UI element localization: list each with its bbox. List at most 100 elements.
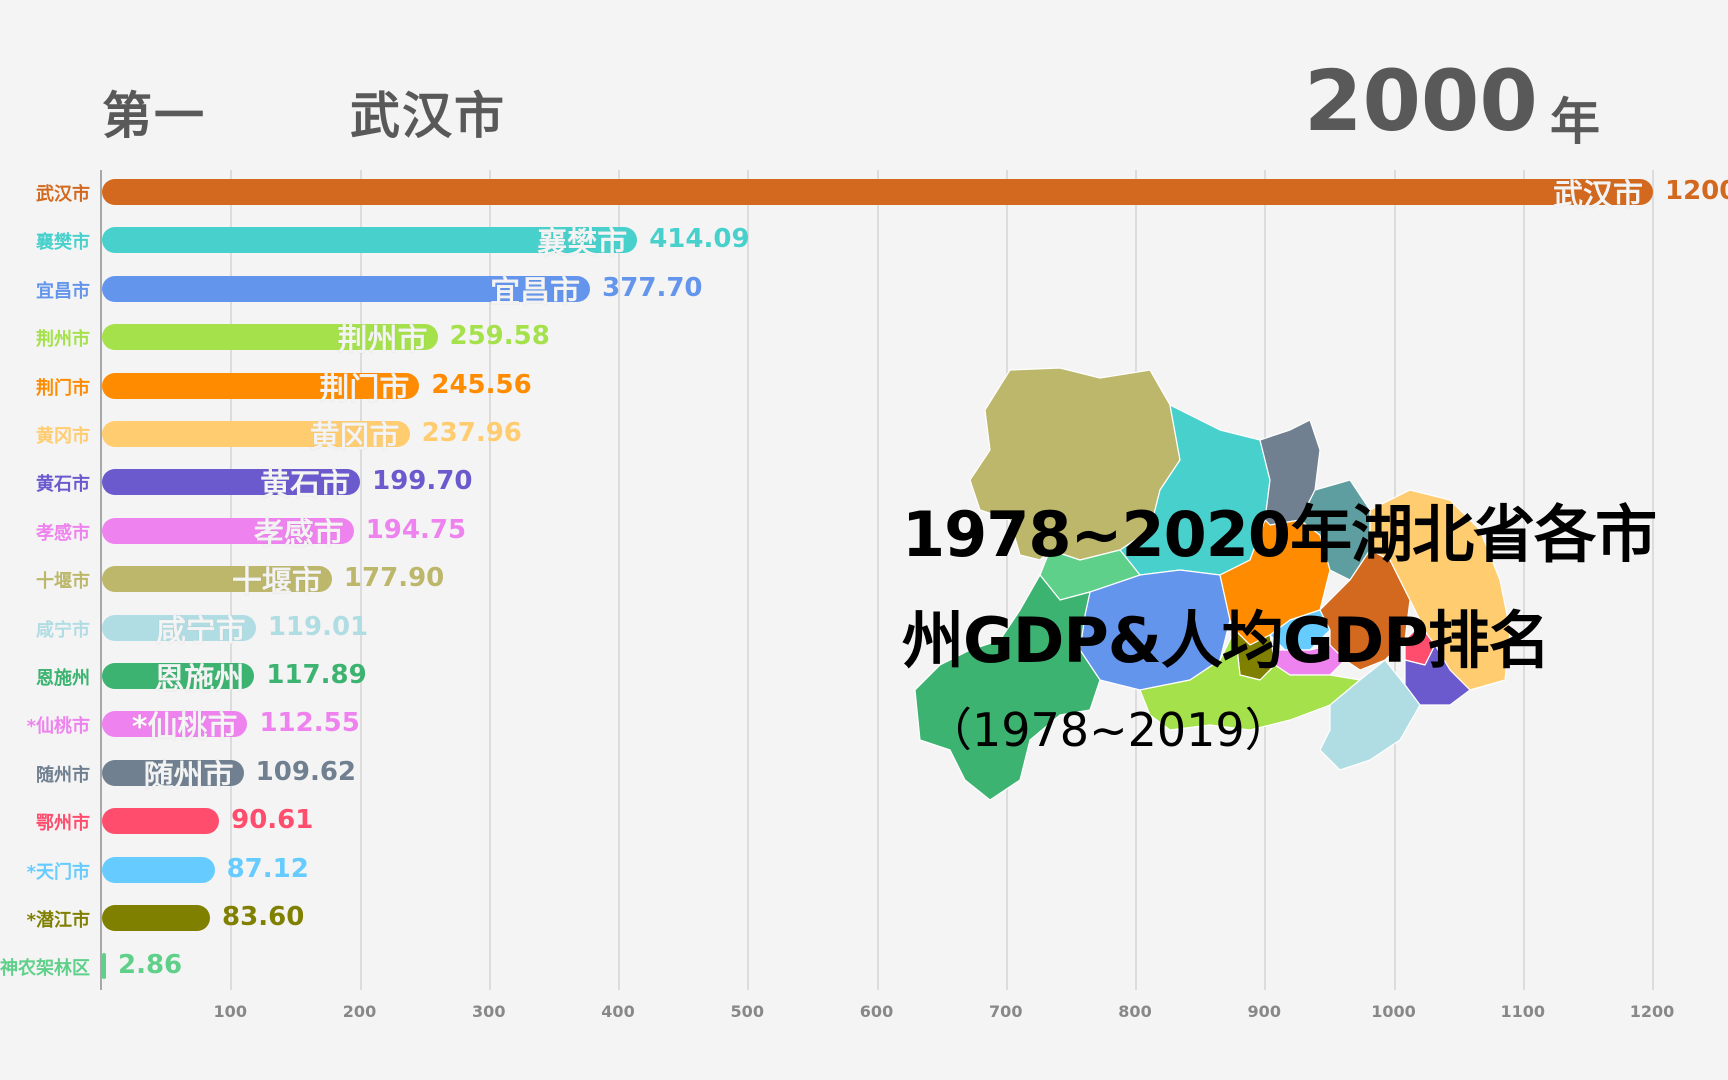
bar-row: 荆州市 荆州市 259.58 [0, 321, 1728, 359]
bar-value: 199.70 [372, 466, 473, 497]
bar-inner-label: 恩施州 [154, 662, 245, 698]
x-tick-label: 100 [213, 1002, 247, 1021]
bar-inner-label: *仙桃市 [131, 710, 238, 746]
gridline [359, 170, 362, 990]
bar [102, 905, 211, 931]
row-label: 荆门市 [36, 377, 90, 399]
bar-inner-label: 黄石市 [260, 468, 351, 504]
leader-name: 武汉市 [350, 87, 506, 145]
bar: 武汉市 [102, 178, 1653, 214]
bar-value: 177.90 [343, 563, 445, 594]
bar-inner-label: 宜昌市 [490, 274, 581, 310]
bar-value: 87.12 [226, 853, 309, 884]
bar: 荆州市 [102, 323, 438, 359]
row-label: 黄冈市 [36, 426, 90, 447]
bar-inner-label: 荆州市 [337, 323, 428, 359]
bar-value: 194.75 [365, 514, 467, 545]
gridline [618, 170, 620, 990]
bar [102, 856, 215, 883]
bar: 十堰市 [102, 565, 332, 601]
bar: 宜昌市 [102, 274, 591, 310]
gridline [1652, 170, 1654, 990]
x-tick-label: 1200 [1629, 1002, 1675, 1021]
bar-inner-label: 随州市 [143, 758, 234, 794]
row-label: 神农架林区 [0, 958, 90, 980]
x-tick-label: 900 [1247, 1002, 1281, 1021]
year-unit: 年 [1550, 93, 1600, 151]
row-label: 孝感市 [36, 522, 90, 544]
bar: 襄樊市 [102, 226, 638, 262]
bar-row: 恩施州 恩施州 117.89 [0, 660, 1728, 698]
rank-label: 第一 [102, 87, 206, 145]
bar-inner-label: 孝感市 [253, 516, 344, 552]
bar: 黄石市 [102, 468, 361, 504]
bar-value: 1200. [1665, 176, 1728, 206]
bar-value: 117.89 [266, 660, 367, 690]
hubei-map [914, 367, 1511, 801]
bar: 孝感市 [102, 516, 354, 552]
x-tick-label: 300 [472, 1002, 506, 1021]
row-label: 十堰市 [36, 571, 90, 593]
row-label: 武汉市 [36, 184, 90, 205]
map-region-jingzhou [1139, 629, 1361, 731]
bar-value: 109.62 [255, 756, 357, 787]
bar-row: 孝感市 孝感市 194.75 [0, 514, 1728, 553]
bar-row: 宜昌市 宜昌市 377.70 [0, 272, 1728, 311]
x-tick-label: 600 [859, 1002, 894, 1021]
bar-row: *天门市 87.12 [0, 853, 1728, 884]
bar-row: 黄石市 黄石市 199.70 [0, 466, 1728, 504]
bar: 随州市 [102, 758, 244, 794]
bar-row: 荆门市 荆门市 245.56 [0, 369, 1728, 408]
bar-value: 377.70 [602, 272, 703, 303]
bar-inner-label: 武汉市 [1553, 178, 1644, 214]
map-region-huanggang [1369, 489, 1511, 691]
bar-row: 咸宁市 咸宁市 119.01 [0, 611, 1728, 650]
bar-value: 237.96 [421, 418, 522, 448]
x-tick-label: 500 [730, 1002, 764, 1021]
gridline [488, 170, 491, 990]
year-value: 2000 [1304, 52, 1538, 150]
x-tick-label: 400 [601, 1002, 635, 1021]
x-tick-label: 1100 [1500, 1002, 1546, 1021]
overlay-subtitle: （1978~2019） [926, 703, 1291, 757]
bar: 恩施州 [102, 662, 255, 698]
bar: 荆门市 [102, 371, 420, 407]
row-label: *潜江市 [26, 910, 90, 931]
bar: 咸宁市 [102, 613, 256, 649]
bar-row: *潜江市 83.60 [0, 902, 1728, 932]
x-tick-label: 200 [342, 1002, 377, 1021]
overlay-title-line2: 州GDP&人均GDP排名 [902, 604, 1551, 677]
bar-value: 245.56 [431, 369, 532, 400]
map-region-xianning [1319, 659, 1421, 771]
bar-value: 83.60 [222, 902, 305, 932]
bar [102, 808, 220, 835]
row-label: *天门市 [26, 861, 90, 883]
row-label: 襄樊市 [36, 232, 90, 254]
bar-value: 259.58 [449, 321, 550, 352]
bar-row: *仙桃市 *仙桃市 112.55 [0, 708, 1728, 746]
bar-row: 黄冈市 黄冈市 237.96 [0, 418, 1728, 456]
row-label: 随州市 [36, 764, 90, 786]
gridline [1522, 170, 1525, 990]
bar-inner-label: 襄樊市 [537, 226, 628, 262]
bar-value: 112.55 [259, 708, 360, 739]
bar [102, 953, 106, 980]
bar-row: 襄樊市 襄樊市 414.09 [0, 224, 1728, 262]
x-tick-label: 1000 [1371, 1002, 1416, 1021]
bar-row: 鄂州市 90.61 [0, 805, 1728, 835]
bar-inner-label: 十堰市 [231, 565, 322, 601]
bar-value: 119.01 [267, 611, 369, 642]
row-label: 宜昌市 [36, 280, 90, 302]
bar: 黄冈市 [102, 420, 410, 456]
gridline [876, 170, 879, 990]
gridline [1005, 170, 1008, 990]
row-label: *仙桃市 [26, 716, 90, 738]
bar-row: 武汉市 武汉市 1200. [0, 176, 1728, 214]
map-region-enshi [914, 574, 1101, 801]
y-axis-line [100, 170, 102, 990]
row-label: 黄石市 [36, 474, 90, 496]
row-label: 恩施州 [36, 668, 90, 689]
row-label: 鄂州市 [36, 813, 90, 835]
bar-row: 神农架林区 2.86 [0, 950, 1728, 980]
